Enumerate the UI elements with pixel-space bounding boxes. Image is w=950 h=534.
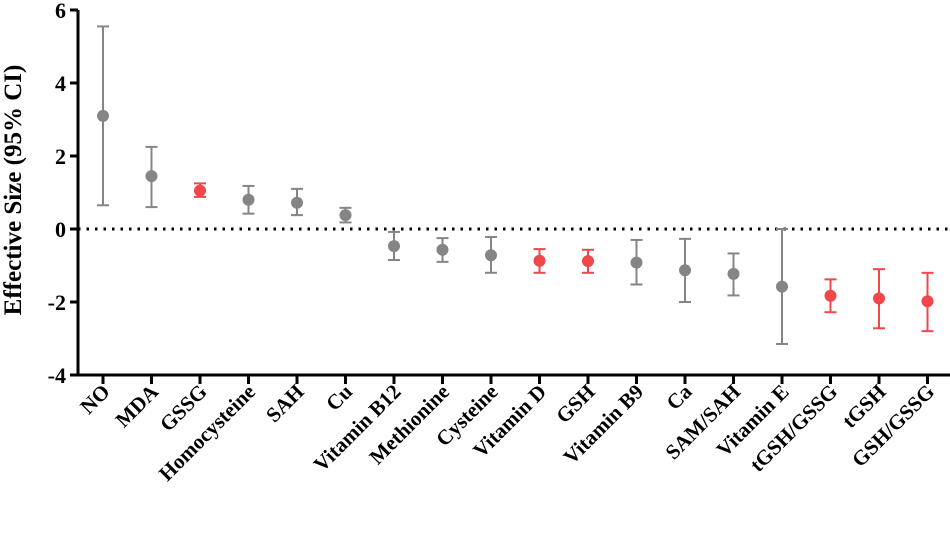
point-marker <box>97 109 109 122</box>
point-marker <box>388 240 400 253</box>
point-marker <box>291 196 303 209</box>
category-label: NO <box>75 380 114 419</box>
point-marker <box>582 255 594 268</box>
category-label: MDA <box>111 379 164 432</box>
y-tick-label: -2 <box>48 290 66 315</box>
data-point-sah <box>291 187 303 217</box>
point-marker <box>873 292 885 305</box>
point-marker <box>339 209 352 222</box>
point-marker <box>533 254 546 267</box>
point-marker <box>679 264 691 277</box>
point-marker <box>145 170 158 183</box>
data-point-methionine <box>436 237 449 263</box>
point-marker <box>776 280 788 293</box>
data-point-gsh <box>582 248 594 274</box>
y-tick-label: 4 <box>55 71 66 96</box>
data-point-tgsh-gssg <box>824 278 837 314</box>
data-point-mda <box>145 145 158 209</box>
point-marker <box>242 193 255 206</box>
data-point-vitamin-e <box>776 228 788 345</box>
y-tick-label: 2 <box>55 144 66 169</box>
point-marker <box>824 289 837 302</box>
data-point-vitamin-d <box>533 248 546 274</box>
data-point-cu <box>339 206 352 224</box>
data-point-vitamin-b9 <box>630 238 643 286</box>
data-point-cysteine <box>485 236 497 274</box>
point-marker <box>630 256 643 269</box>
axes-layer: -4 -2 0 2 4 6 <box>48 0 950 388</box>
data-point-no <box>97 25 109 207</box>
data-point-ca <box>679 237 691 303</box>
category-label: Cu <box>321 379 357 415</box>
category-label: SAH <box>261 380 309 428</box>
y-axis-title: Effective Size (95% CI) <box>0 65 27 316</box>
y-tick-label: 0 <box>55 217 66 242</box>
point-marker <box>485 249 497 262</box>
data-point-homocysteine <box>242 184 255 215</box>
data-point-vitamin-b12 <box>388 230 400 262</box>
data-marks-layer <box>97 25 934 345</box>
data-point-gssg <box>194 182 206 198</box>
y-tick-label: 6 <box>55 0 66 23</box>
point-marker <box>194 184 206 197</box>
data-point-tgsh <box>873 268 885 330</box>
data-point-gsh-gssg <box>921 271 934 333</box>
y-tick-label: -4 <box>48 363 66 388</box>
category-label: Ca <box>661 379 696 414</box>
point-marker <box>727 267 740 280</box>
point-marker <box>921 295 934 308</box>
data-point-sam-sah <box>727 252 740 297</box>
point-marker <box>436 243 449 256</box>
